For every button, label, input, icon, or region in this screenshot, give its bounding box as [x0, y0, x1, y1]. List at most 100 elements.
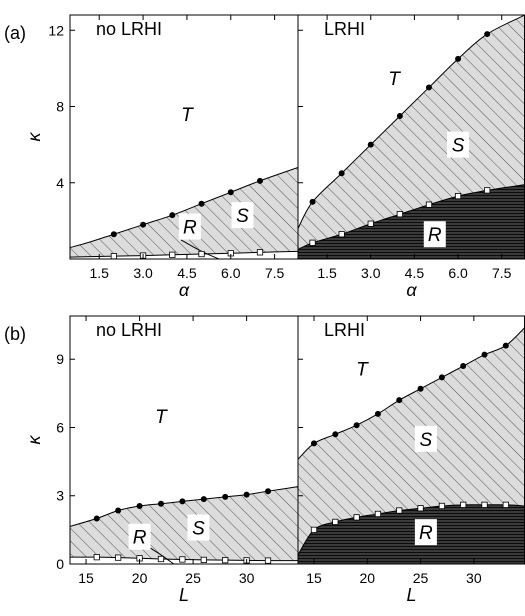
upper-data-point [243, 491, 250, 498]
upper-data-point [425, 84, 432, 91]
lower-data-point [338, 231, 345, 238]
phase-region-s [70, 486, 298, 561]
phase-region-s [70, 167, 298, 258]
y-axis-label: κ [24, 435, 44, 445]
region-label-t: T [181, 105, 194, 126]
subplot-title: LRHI [324, 19, 365, 39]
upper-data-point [198, 200, 205, 207]
upper-data-point [396, 397, 403, 404]
lower-data-point [396, 507, 403, 514]
subplot-title: no LRHI [96, 320, 162, 340]
region-label-r: R [133, 528, 147, 549]
y-axis-label: κ [24, 132, 44, 142]
x-tick-label: 25 [185, 570, 201, 586]
upper-data-point [484, 31, 491, 38]
x-tick-label: 20 [359, 570, 375, 586]
region-label-t: T [356, 359, 369, 380]
lower-data-point [396, 211, 403, 218]
x-tick-label: 6.0 [448, 265, 468, 281]
upper-data-point [353, 422, 360, 429]
upper-data-point [140, 221, 147, 228]
lower-data-point [198, 250, 205, 258]
region-label-box [423, 221, 446, 248]
upper-data-point [227, 189, 234, 196]
region-label-box [178, 213, 201, 240]
phase-region-s [298, 15, 525, 250]
lower-data-point [179, 556, 186, 563]
upper-data-point [396, 113, 403, 120]
panel-0-plot-1 [298, 15, 525, 259]
lower-data-point [417, 505, 424, 512]
upper-data-point [332, 431, 339, 438]
upper-data-point [309, 198, 316, 205]
region-label-box [414, 425, 437, 452]
y-tick-label: 9 [56, 351, 64, 367]
upper-data-point [93, 515, 100, 522]
lower-data-point [367, 220, 374, 227]
x-tick-label: 3.0 [133, 265, 153, 281]
lower-data-point [374, 510, 382, 518]
x-axis-label: L [406, 585, 416, 605]
panel-label: (a) [4, 23, 26, 43]
lower-data-point [460, 501, 467, 508]
region-label-r: R [183, 218, 197, 239]
lower-data-point [353, 514, 360, 521]
subplot-title: LRHI [324, 320, 365, 340]
phase-region-s [298, 327, 525, 555]
panel-label: (b) [4, 324, 26, 344]
lower-data-point [309, 239, 316, 246]
region-label-s: S [420, 430, 433, 451]
lower-data-point [454, 192, 462, 200]
lower-data-point [110, 253, 117, 259]
x-tick-label: 1.5 [317, 265, 337, 281]
x-tick-label: 6.0 [221, 265, 241, 281]
upper-data-point [222, 493, 229, 500]
upper-data-point [179, 498, 186, 505]
region-label-box [447, 131, 470, 158]
region-label-box [187, 514, 210, 541]
upper-data-point [367, 141, 374, 148]
x-tick-label: 15 [306, 570, 322, 586]
upper-data-point [157, 500, 164, 507]
x-tick-label: 3.0 [361, 265, 381, 281]
region-label-s: S [452, 136, 465, 157]
lower-data-point [157, 555, 165, 563]
upper-data-point [110, 231, 117, 238]
lower-data-point [169, 251, 176, 258]
upper-data-point [374, 410, 381, 417]
upper-data-point [265, 488, 272, 495]
y-tick-label: 4 [56, 175, 64, 191]
upper-data-point [438, 374, 445, 381]
lower-data-point [256, 249, 264, 256]
phase-region-r-low [298, 184, 525, 259]
x-tick-label: 20 [132, 570, 148, 586]
lower-data-point [310, 526, 318, 533]
lower-data-point [332, 518, 339, 526]
lower-data-point [115, 554, 122, 561]
upper-data-point [169, 212, 176, 219]
x-tick-label: 1.5 [89, 265, 109, 281]
x-axis-label: α [179, 280, 190, 300]
y-tick-label: 12 [48, 22, 64, 38]
upper-data-point [502, 342, 509, 349]
region-label-box [231, 202, 254, 229]
upper-data-point [417, 385, 424, 392]
region-label-t: T [388, 69, 401, 90]
lower-data-point [438, 502, 445, 510]
subplot-title: no LRHI [96, 19, 162, 39]
upper-data-point [481, 351, 488, 358]
panel-1-plot-0 [70, 486, 298, 564]
y-tick-label: 6 [56, 419, 64, 435]
region-label-box [414, 519, 437, 546]
lower-data-point [425, 201, 433, 208]
region-label-r: R [419, 523, 433, 544]
y-tick-label: 0 [56, 556, 64, 572]
upper-data-point [310, 440, 317, 447]
panel-1-plot-1 [298, 327, 525, 564]
lower-data-point [93, 554, 100, 561]
y-tick-label: 3 [56, 488, 64, 504]
upper-data-point [338, 170, 345, 177]
upper-data-point [136, 502, 143, 509]
x-axis-label: α [406, 280, 417, 300]
